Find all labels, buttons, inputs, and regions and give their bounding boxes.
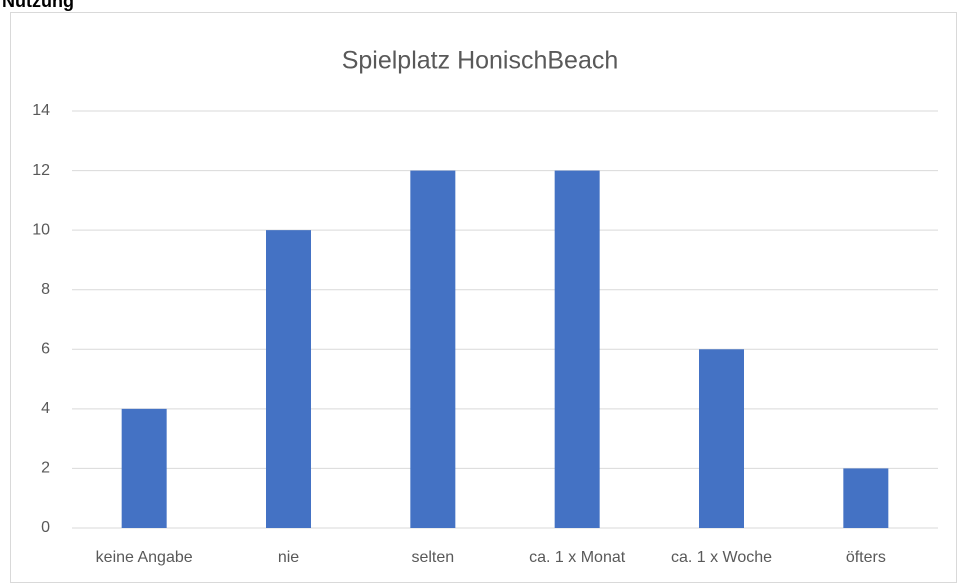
bar [266, 230, 311, 528]
x-tick-label: öfters [846, 549, 886, 566]
bar [410, 170, 456, 529]
x-tick-label: ca. 1 x Woche [671, 549, 772, 566]
chart-title: Spielplatz HonischBeach [342, 47, 619, 75]
y-tick-label: 8 [41, 281, 50, 298]
y-tick-label: 0 [41, 519, 50, 536]
bar [121, 408, 167, 528]
y-tick-label: 4 [41, 400, 50, 417]
x-tick-label: nie [278, 549, 299, 566]
x-tick-label: ca. 1 x Monat [529, 549, 626, 566]
y-tick-label: 12 [32, 162, 50, 179]
bar [843, 468, 889, 528]
bar [699, 349, 744, 528]
x-tick-label: selten [411, 549, 454, 566]
heading: Nutzung [2, 0, 74, 11]
y-tick-label: 14 [32, 102, 50, 119]
y-tick-label: 6 [41, 341, 50, 358]
y-tick-label: 2 [41, 460, 50, 477]
y-tick-label: 10 [32, 221, 50, 238]
x-tick-label: keine Angabe [96, 549, 193, 566]
bar [554, 170, 600, 529]
